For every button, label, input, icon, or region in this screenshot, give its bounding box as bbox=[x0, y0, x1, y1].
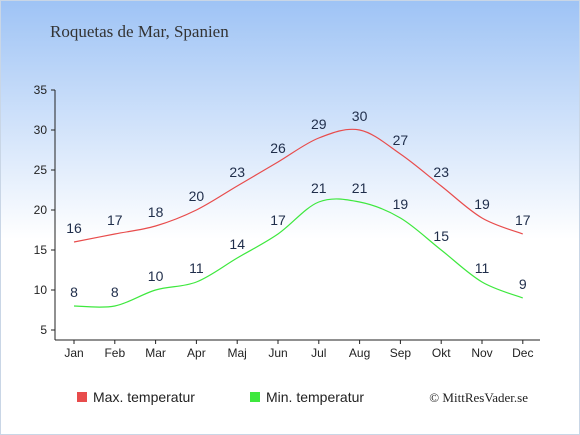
legend-swatch-max bbox=[77, 392, 87, 402]
max-temperature-data-label: 30 bbox=[352, 108, 368, 124]
max-temperature-data-label: 18 bbox=[148, 204, 164, 220]
x-tick-label: Jun bbox=[268, 346, 287, 360]
max-temperature-data-label: 17 bbox=[107, 212, 123, 228]
min-temperature-data-label: 15 bbox=[433, 228, 449, 244]
chart-title: Roquetas de Mar, Spanien bbox=[50, 22, 229, 41]
min-temperature-data-label: 11 bbox=[189, 260, 204, 276]
y-tick-label: 35 bbox=[34, 83, 48, 97]
max-temperature-data-label: 19 bbox=[474, 196, 490, 212]
max-temperature-data-label: 27 bbox=[393, 132, 409, 148]
data-labels: 16 17 18 20 23 26 29 30 27 23 19 17 8 8 10 11 14 17 21 21 19… bbox=[66, 108, 531, 300]
min-temperature-data-label: 21 bbox=[352, 180, 368, 196]
max-temperature-data-label: 26 bbox=[270, 140, 286, 156]
x-tick-label: Sep bbox=[390, 346, 412, 360]
max-temperature-line bbox=[73, 128, 524, 243]
x-tick-label: Feb bbox=[104, 346, 125, 360]
x-tick-label: Apr bbox=[187, 346, 206, 360]
max-temperature-data-label: 23 bbox=[433, 164, 449, 180]
x-tick-label: Jan bbox=[64, 346, 83, 360]
legend-swatch-min bbox=[250, 392, 260, 402]
min-temperature-data-label: 8 bbox=[111, 284, 119, 300]
legend-label-max: Max. temperatur bbox=[93, 389, 195, 405]
y-tick-label: 15 bbox=[34, 243, 48, 257]
y-tick-label: 20 bbox=[34, 203, 48, 217]
credit-text: © MittResVader.se bbox=[429, 390, 528, 405]
max-temperature-data-label: 16 bbox=[66, 220, 82, 236]
axes: 5 10 15 20 25 30 35 Jan Feb Mar Apr Maj Jun Jul Aug Sep… bbox=[34, 83, 540, 360]
x-tick-label: Okt bbox=[432, 346, 451, 360]
min-temperature-data-label: 14 bbox=[229, 236, 245, 252]
min-temperature-data-label: 9 bbox=[519, 276, 527, 292]
min-temperature-data-label: 8 bbox=[70, 284, 78, 300]
y-tick-label: 10 bbox=[34, 283, 48, 297]
x-tick-label: Aug bbox=[349, 346, 370, 360]
x-tick-label: Mar bbox=[145, 346, 166, 360]
max-temperature-data-label: 20 bbox=[189, 188, 205, 204]
max-temperature-data-label: 23 bbox=[229, 164, 245, 180]
min-temperature-data-label: 10 bbox=[148, 268, 164, 284]
max-temperature-data-label: 17 bbox=[515, 212, 531, 228]
legend-label-min: Min. temperatur bbox=[266, 389, 364, 405]
x-tick-label: Jul bbox=[311, 346, 326, 360]
y-tick-label: 25 bbox=[34, 163, 48, 177]
x-tick-label: Maj bbox=[228, 346, 247, 360]
min-temperature-line bbox=[73, 198, 524, 308]
series-lines bbox=[73, 128, 524, 308]
min-temperature-data-label: 17 bbox=[270, 212, 286, 228]
min-temperature-data-label: 11 bbox=[475, 260, 490, 276]
x-tick-label: Nov bbox=[471, 346, 492, 360]
x-tick-label: Dec bbox=[512, 346, 533, 360]
max-temperature-data-label: 29 bbox=[311, 116, 327, 132]
legend: Max. temperatur Min. temperatur bbox=[77, 389, 364, 405]
min-temperature-data-label: 19 bbox=[393, 196, 409, 212]
y-tick-label: 5 bbox=[40, 323, 47, 337]
y-tick-label: 30 bbox=[34, 123, 48, 137]
min-temperature-data-label: 21 bbox=[311, 180, 327, 196]
